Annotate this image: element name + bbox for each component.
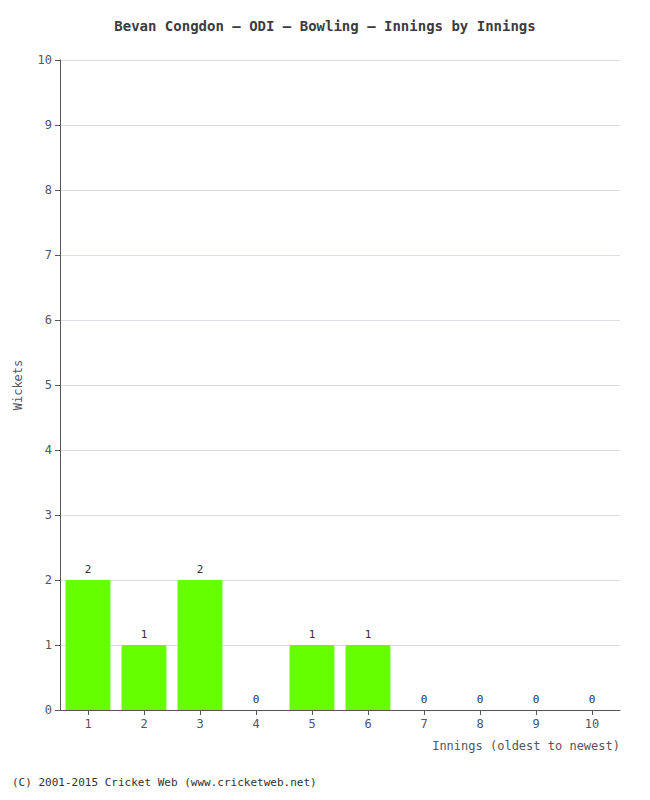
- svg-text:2: 2: [85, 563, 92, 576]
- svg-text:0: 0: [533, 693, 540, 706]
- svg-text:0: 0: [421, 693, 428, 706]
- svg-text:5: 5: [45, 378, 52, 392]
- svg-text:0: 0: [45, 703, 52, 717]
- svg-text:10: 10: [38, 53, 52, 67]
- svg-text:0: 0: [589, 693, 596, 706]
- svg-text:4: 4: [45, 443, 52, 457]
- svg-text:1: 1: [84, 717, 91, 731]
- svg-text:8: 8: [45, 183, 52, 197]
- svg-text:1: 1: [45, 638, 52, 652]
- svg-text:7: 7: [45, 248, 52, 262]
- svg-text:6: 6: [364, 717, 371, 731]
- svg-text:1: 1: [141, 628, 148, 641]
- svg-text:4: 4: [252, 717, 259, 731]
- svg-text:2: 2: [140, 717, 147, 731]
- svg-text:0: 0: [477, 693, 484, 706]
- svg-text:1: 1: [309, 628, 316, 641]
- svg-text:(C) 2001-2015 Cricket Web (www: (C) 2001-2015 Cricket Web (www.cricketwe…: [12, 776, 317, 789]
- svg-text:5: 5: [308, 717, 315, 731]
- svg-text:Wickets: Wickets: [11, 360, 25, 411]
- svg-text:2: 2: [45, 573, 52, 587]
- svg-text:Bevan Congdon – ODI – Bowling: Bevan Congdon – ODI – Bowling – Innings …: [114, 18, 535, 34]
- svg-text:10: 10: [585, 717, 599, 731]
- svg-text:Innings (oldest to newest): Innings (oldest to newest): [432, 739, 620, 753]
- svg-text:1: 1: [365, 628, 372, 641]
- svg-text:9: 9: [532, 717, 539, 731]
- svg-text:0: 0: [253, 693, 260, 706]
- svg-text:3: 3: [196, 717, 203, 731]
- svg-text:7: 7: [420, 717, 427, 731]
- svg-text:8: 8: [476, 717, 483, 731]
- svg-text:3: 3: [45, 508, 52, 522]
- svg-text:6: 6: [45, 313, 52, 327]
- svg-text:2: 2: [197, 563, 204, 576]
- svg-text:9: 9: [45, 118, 52, 132]
